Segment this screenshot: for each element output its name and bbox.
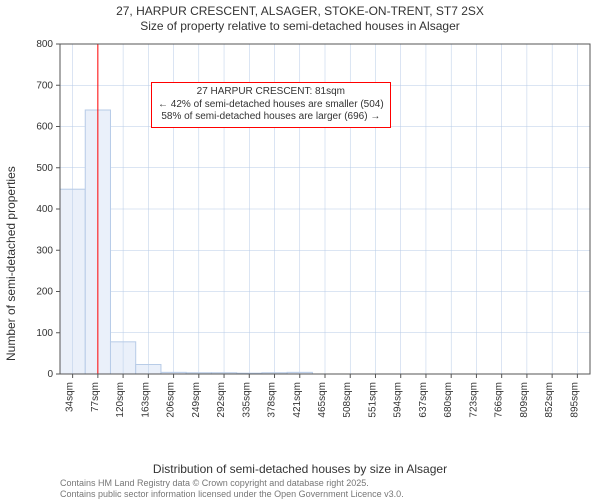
x-tick-label: 163sqm: [140, 382, 151, 418]
y-tick-label: 200: [36, 287, 53, 298]
x-tick-label: 378sqm: [267, 382, 278, 418]
chart-root: 27, HARPUR CRESCENT, ALSAGER, STOKE-ON-T…: [0, 0, 600, 500]
x-tick-label: 508sqm: [342, 382, 353, 418]
x-tick-label: 637sqm: [418, 382, 429, 418]
x-tick-label: 120sqm: [115, 382, 126, 418]
x-axis-label: Distribution of semi-detached houses by …: [0, 462, 600, 476]
y-tick-label: 0: [47, 369, 53, 380]
y-tick-label: 400: [36, 204, 53, 215]
y-tick-label: 100: [36, 328, 53, 339]
x-tick-label: 723sqm: [468, 382, 479, 418]
y-tick-label: 800: [36, 39, 53, 50]
y-tick-label: 500: [36, 163, 53, 174]
annotation-line-2: ← 42% of semi-detached houses are smalle…: [158, 99, 384, 112]
title-line-2: Size of property relative to semi-detach…: [0, 19, 600, 34]
x-tick-label: 335sqm: [241, 382, 252, 418]
x-tick-label: 895sqm: [569, 382, 580, 418]
x-tick-label: 680sqm: [443, 382, 454, 418]
title-block: 27, HARPUR CRESCENT, ALSAGER, STOKE-ON-T…: [0, 0, 600, 34]
x-tick-label: 421sqm: [292, 382, 303, 418]
footer: Contains HM Land Registry data © Crown c…: [0, 476, 600, 500]
y-tick-label: 700: [36, 80, 53, 91]
x-tick-label: 292sqm: [216, 382, 227, 418]
x-tick-label: 77sqm: [90, 382, 101, 412]
footer-line-2: Contains public sector information licen…: [60, 489, 600, 500]
x-tick-label: 551sqm: [367, 382, 378, 418]
x-tick-label: 465sqm: [317, 382, 328, 418]
annotation-box: 27 HARPUR CRESCENT: 81sqm ← 42% of semi-…: [151, 82, 391, 128]
y-tick-label: 600: [36, 122, 53, 133]
x-tick-label: 766sqm: [494, 382, 505, 418]
x-tick-label: 852sqm: [544, 382, 555, 418]
annotation-line-1: 27 HARPUR CRESCENT: 81sqm: [158, 86, 384, 99]
x-tick-label: 249sqm: [191, 382, 202, 418]
y-tick-label: 300: [36, 245, 53, 256]
title-line-1: 27, HARPUR CRESCENT, ALSAGER, STOKE-ON-T…: [0, 4, 600, 19]
x-tick-label: 206sqm: [166, 382, 177, 418]
footer-line-1: Contains HM Land Registry data © Crown c…: [60, 478, 600, 489]
chart-area: Number of semi-detached properties 0 100 2…: [0, 34, 600, 464]
x-tick-label: 34sqm: [65, 382, 76, 412]
x-tick-label: 809sqm: [519, 382, 530, 418]
y-axis-label: Number of semi-detached properties: [4, 166, 18, 361]
x-tick-label: 594sqm: [393, 382, 404, 418]
annotation-line-3: 58% of semi-detached houses are larger (…: [158, 111, 384, 124]
